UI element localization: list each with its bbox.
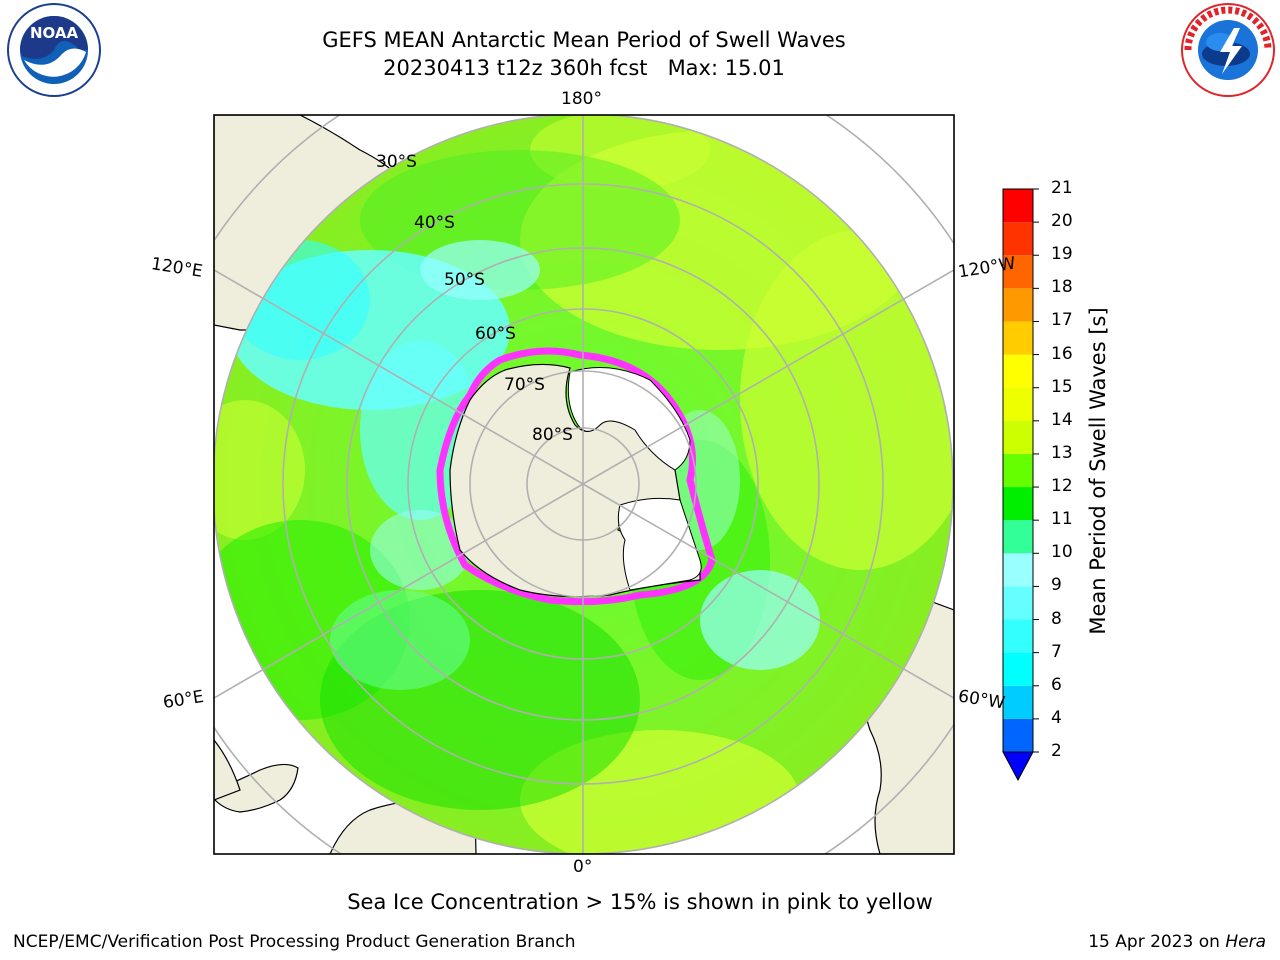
colorbar-segment bbox=[1003, 718, 1033, 752]
lat-label-40s: 40°S bbox=[414, 213, 455, 233]
colorbar-tick-label: 19 bbox=[1051, 244, 1073, 265]
footer-machine: Hera bbox=[1225, 932, 1266, 952]
colorbar-segment bbox=[1003, 520, 1033, 554]
colorbar-tick-label: 8 bbox=[1051, 608, 1062, 629]
colorbar-segment bbox=[1003, 222, 1033, 256]
colorbar-segment bbox=[1003, 321, 1033, 355]
footer-date: 15 Apr 2023 on Hera bbox=[1088, 932, 1266, 952]
colorbar-tick-label: 16 bbox=[1051, 343, 1073, 364]
colorbar-segment bbox=[1003, 652, 1033, 686]
colorbar-tick-label: 6 bbox=[1051, 674, 1062, 695]
colorbar-tick-label: 20 bbox=[1051, 211, 1073, 232]
colorbar-tick-label: 14 bbox=[1051, 409, 1073, 430]
colorbar-segment bbox=[1003, 619, 1033, 653]
colorbar-extend-triangle bbox=[1002, 751, 1034, 782]
colorbar-tick-label: 18 bbox=[1051, 277, 1073, 298]
colorbar-segment bbox=[1003, 453, 1033, 488]
ice-shelf-ross bbox=[567, 367, 691, 471]
lat-label-50s: 50°S bbox=[444, 270, 485, 290]
lon-label-0: 0° bbox=[573, 857, 593, 877]
colorbar-segment bbox=[1003, 685, 1033, 719]
colorbar-segment bbox=[1003, 288, 1033, 322]
colorbar-segment bbox=[1003, 487, 1033, 521]
colorbar bbox=[1002, 188, 1039, 753]
chart-subtitle: 20230413 t12z 360h fcst Max: 15.01 bbox=[383, 56, 785, 80]
colorbar-tick-label: 7 bbox=[1051, 641, 1062, 662]
colorbar-segment bbox=[1003, 255, 1033, 289]
colorbar-tick-label: 21 bbox=[1051, 178, 1073, 198]
colorbar-title: Mean Period of Swell Waves [s] bbox=[1086, 307, 1110, 635]
footer-branch: NCEP/EMC/Verification Post Processing Pr… bbox=[13, 932, 576, 952]
sea-ice-caption: Sea Ice Concentration > 15% is shown in … bbox=[347, 890, 933, 914]
map-area bbox=[214, 115, 954, 854]
colorbar-segment bbox=[1003, 354, 1033, 388]
chart-title: GEFS MEAN Antarctic Mean Period of Swell… bbox=[322, 28, 846, 52]
ice-shelf-weddell bbox=[617, 497, 702, 591]
colorbar-tick-label: 11 bbox=[1051, 509, 1073, 530]
lon-label-180: 180° bbox=[561, 89, 602, 109]
colorbar-tick-label: 2 bbox=[1051, 741, 1062, 761]
lat-label-60s: 60°S bbox=[475, 324, 516, 344]
sea-ice-edge bbox=[436, 347, 716, 606]
colorbar-tick-label: 10 bbox=[1051, 542, 1073, 563]
colorbar-tick-label: 12 bbox=[1051, 476, 1073, 497]
graticule bbox=[214, 115, 954, 854]
colorbar-tick-label: 13 bbox=[1051, 442, 1073, 463]
colorbar-tick-label: 15 bbox=[1051, 376, 1073, 397]
colorbar-segment bbox=[1003, 189, 1033, 223]
lat-label-80s: 80°S bbox=[532, 425, 573, 445]
noaa-logo: NOAA bbox=[7, 3, 101, 97]
nws-logo bbox=[1181, 3, 1275, 97]
colorbar-segment bbox=[1003, 553, 1033, 587]
colorbar-tick-label: 17 bbox=[1051, 310, 1073, 331]
colorbar-tick-label: 4 bbox=[1051, 707, 1062, 728]
colorbar-tick-label: 9 bbox=[1051, 575, 1062, 596]
lat-label-70s: 70°S bbox=[504, 375, 545, 395]
noaa-logo-text: NOAA bbox=[30, 24, 79, 42]
footer-date-text: 15 Apr 2023 on bbox=[1088, 932, 1226, 952]
colorbar-segment bbox=[1003, 420, 1033, 454]
lat-label-30s: 30°S bbox=[376, 152, 417, 172]
colorbar-segment bbox=[1003, 387, 1033, 421]
map-frame bbox=[213, 114, 955, 855]
colorbar-segment bbox=[1003, 586, 1033, 620]
